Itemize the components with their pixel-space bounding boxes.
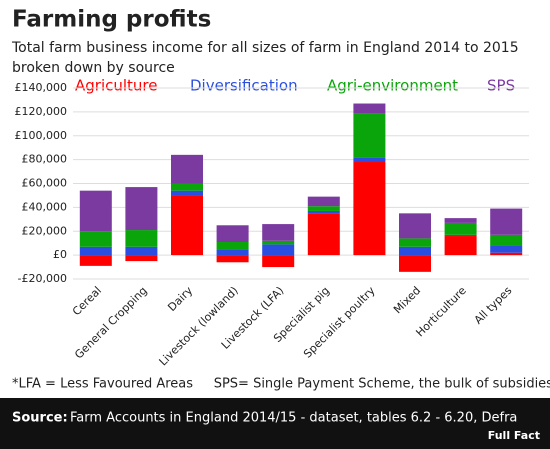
legend-entry: Agri-environment: [327, 77, 458, 95]
bar-segment: [444, 234, 477, 237]
bar-segment: [262, 244, 295, 256]
bar-segment: [353, 162, 386, 256]
bar-segment: [399, 246, 431, 256]
bar-segment: [490, 245, 523, 253]
bar-segment: [125, 230, 158, 247]
bar-segment: [399, 255, 431, 272]
legend-entry: Agriculture: [75, 77, 158, 95]
bar-segment: [125, 255, 158, 262]
bar-segment: [353, 103, 386, 114]
chart-title: Farming profits: [12, 7, 211, 33]
source-label: Source:: [12, 411, 68, 426]
y-tick-label: £120,000: [15, 105, 68, 118]
bar-segment: [444, 236, 477, 256]
bar-segment: [262, 255, 295, 268]
y-tick-label: £20,000: [22, 224, 68, 237]
bar-segment: [490, 234, 523, 246]
y-tick-label: £0: [53, 248, 67, 261]
bar-segment: [490, 208, 523, 235]
footnote: *LFA = Less Favoured Areas SPS= Single P…: [12, 377, 550, 392]
y-tick-label: £140,000: [15, 81, 68, 94]
source: Farm Accounts in England 2014/15 - datas…: [70, 411, 517, 426]
bar-segment: [79, 190, 112, 232]
y-tick-label: £40,000: [22, 200, 68, 213]
bar-segment: [125, 246, 158, 256]
y-tick-label: £60,000: [22, 177, 68, 190]
bar-segment: [171, 195, 203, 256]
bar-segment: [216, 241, 249, 250]
bar-segment: [171, 183, 203, 191]
y-tick-label: £80,000: [22, 153, 68, 166]
logo: Full Fact: [488, 429, 540, 442]
y-tick-label: -£20,000: [18, 272, 67, 285]
bar-segment: [79, 246, 112, 256]
bar-segment: [262, 224, 295, 241]
bar-segment: [444, 218, 477, 223]
bar-segment: [79, 231, 112, 247]
bar-segment: [353, 157, 386, 163]
bar-segment: [216, 255, 249, 263]
bar-segment: [79, 255, 112, 266]
bar-segment: [444, 222, 477, 235]
bar-segment: [307, 213, 340, 256]
footer-band: [0, 398, 550, 449]
bar-segment: [399, 238, 431, 247]
legend-entry: SPS: [487, 77, 515, 95]
bar-segment: [307, 196, 340, 207]
bar-segment: [490, 252, 523, 256]
bar-segment: [399, 213, 431, 239]
subtitle: Total farm business income for all sizes…: [11, 40, 519, 56]
bar-segment: [125, 187, 158, 231]
bar-segment: [262, 240, 295, 245]
bar-segment: [216, 225, 249, 242]
y-tick-label: £100,000: [15, 129, 68, 142]
subtitle: broken down by source: [12, 60, 175, 76]
bar-segment: [171, 190, 203, 196]
bar-segment: [307, 206, 340, 211]
bar-segment: [307, 210, 340, 214]
bar-segment: [353, 113, 386, 158]
bar-segment: [171, 154, 203, 184]
legend-entry: Diversification: [190, 77, 298, 95]
bar-segment: [216, 249, 249, 256]
